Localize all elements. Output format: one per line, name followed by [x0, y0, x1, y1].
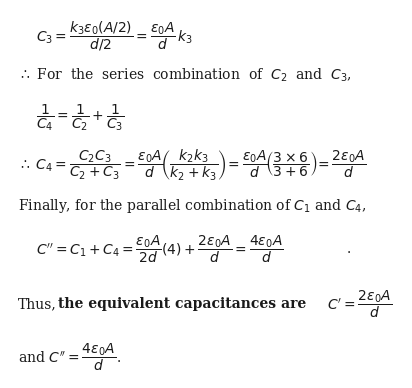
Text: $C_3 = \dfrac{k_3\varepsilon_0(A/2)}{d/2} = \dfrac{\varepsilon_0 A}{d}\,k_3$: $C_3 = \dfrac{k_3\varepsilon_0(A/2)}{d/2… — [36, 19, 193, 52]
Text: .: . — [346, 242, 351, 256]
Text: $C' = \dfrac{2\varepsilon_0 A}{d}$: $C' = \dfrac{2\varepsilon_0 A}{d}$ — [327, 288, 392, 320]
Text: $\therefore$ For  the  series  combination  of  $C_2$  and  $C_3$,: $\therefore$ For the series combination … — [18, 67, 352, 84]
Text: Finally, for the parallel combination of $C_1$ and $C_4$,: Finally, for the parallel combination of… — [18, 197, 366, 215]
Text: and $C'' = \dfrac{4\varepsilon_0 A}{d}$.: and $C'' = \dfrac{4\varepsilon_0 A}{d}$. — [18, 341, 121, 372]
Text: $\dfrac{1}{C_4} = \dfrac{1}{C_2} + \dfrac{1}{C_3}$: $\dfrac{1}{C_4} = \dfrac{1}{C_2} + \dfra… — [36, 102, 124, 133]
Text: the equivalent capacitances are: the equivalent capacitances are — [59, 297, 307, 311]
Text: $\therefore\; C_4 = \dfrac{C_2 C_3}{C_2+C_3} = \dfrac{\varepsilon_0 A}{d}\!\left: $\therefore\; C_4 = \dfrac{C_2 C_3}{C_2+… — [18, 147, 366, 182]
Text: $C'' = C_1 + C_4 = \dfrac{\varepsilon_0 A}{2d}(4) + \dfrac{2\varepsilon_0 A}{d} : $C'' = C_1 + C_4 = \dfrac{\varepsilon_0 … — [36, 233, 283, 265]
Text: Thus,: Thus, — [18, 297, 57, 311]
